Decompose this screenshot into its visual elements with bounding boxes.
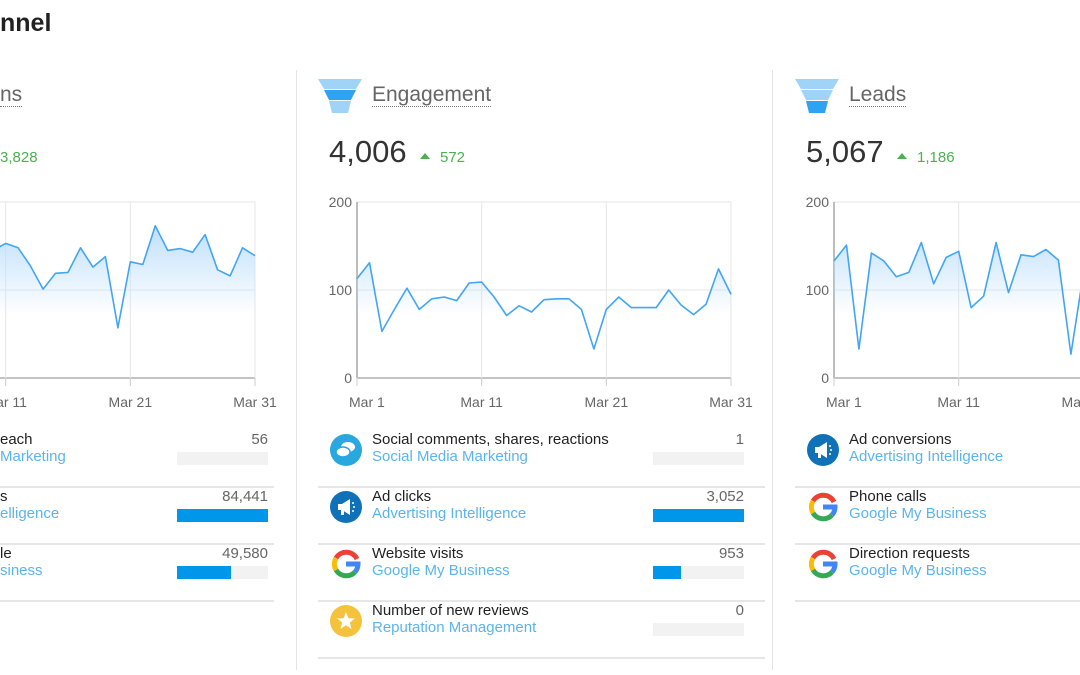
megaphone-icon: [330, 491, 362, 523]
item-label: Direction requests: [849, 545, 970, 562]
panel-engagement: Engagement 4,006 572 0 100 200 Mar 1 Mar 11 M…: [318, 0, 768, 675]
metric-delta: 3,828: [0, 149, 38, 166]
item-value: 84,441: [222, 488, 268, 505]
series-line: [0, 225, 256, 329]
item-source-link[interactable]: Advertising Intelligence: [372, 505, 527, 522]
trend-up-icon: [897, 153, 907, 159]
item-value: 49,580: [222, 545, 268, 562]
item-label: Phone calls: [849, 488, 927, 505]
item-value: 56: [251, 431, 268, 448]
list-item[interactable]: Website visits Google My Business 953: [318, 543, 765, 602]
item-label: each: [0, 431, 33, 448]
list-item[interactable]: Direction requests Google My Business: [795, 543, 1080, 602]
progress-bar: [653, 623, 744, 636]
funnel-icon: [795, 79, 839, 113]
column-divider: [772, 70, 773, 670]
item-source-link[interactable]: Google My Business: [372, 562, 510, 579]
y-tick-label: 100: [806, 282, 830, 298]
x-tick-label: Mar 11: [460, 394, 503, 410]
line-chart: 0 100 200 Mar 1 Mar 11 Mar 21 Mar 31: [329, 194, 753, 410]
series-line: [356, 261, 732, 350]
x-tick-label: Mar 21: [585, 394, 629, 410]
google-icon: [808, 492, 838, 522]
y-tick-label: 200: [329, 194, 353, 210]
item-source-link[interactable]: siness: [0, 562, 43, 579]
list-item[interactable]: Ad clicks Advertising Intelligence 3,052: [318, 486, 765, 545]
item-source-link[interactable]: Google My Business: [849, 505, 987, 522]
item-label: Social comments, shares, reactions: [372, 431, 609, 448]
metric-value: 4,006: [329, 134, 407, 169]
trend-up-icon: [420, 153, 430, 159]
list-item[interactable]: each Marketing 56: [0, 429, 274, 488]
list-item[interactable]: Social comments, shares, reactions Socia…: [318, 429, 765, 488]
column-divider: [296, 70, 297, 670]
chat-bubbles-icon: [330, 434, 362, 466]
x-tick-label: Mar 21: [109, 394, 153, 410]
x-tick-label: Mar 31: [233, 394, 277, 410]
panel-leads: Leads 5,067 1,186 0 100 200 Mar 1 Mar 11 Mar …: [795, 0, 1080, 675]
item-label: Ad conversions: [849, 431, 952, 448]
progress-bar: [177, 509, 268, 522]
item-value: 953: [718, 545, 744, 562]
x-tick-label: Mar 11: [937, 394, 980, 410]
y-tick-label: 200: [806, 194, 830, 210]
item-source-link[interactable]: Advertising Intelligence: [849, 448, 1004, 465]
progress-bar: [177, 566, 268, 579]
x-tick-label: Mar 1: [349, 394, 385, 410]
x-tick-label: Mar 1: [826, 394, 862, 410]
star-icon: [330, 605, 362, 637]
series-area: [357, 262, 731, 378]
metric-value: 5,067: [806, 134, 884, 169]
funnel-icon: [318, 79, 362, 113]
y-tick-label: 100: [329, 282, 353, 298]
item-label: s: [0, 488, 8, 505]
metric-title[interactable]: Engagement: [372, 83, 492, 107]
item-source-link[interactable]: Marketing: [0, 448, 66, 465]
progress-bar: [653, 566, 744, 579]
y-tick-label: 0: [344, 370, 352, 386]
x-tick-label: Mar 21: [1062, 394, 1080, 410]
google-icon: [808, 549, 838, 579]
item-label: le: [0, 545, 12, 562]
metric-delta: 1,186: [917, 149, 955, 166]
item-source-link[interactable]: elligence: [0, 505, 60, 522]
page-title: nnel: [0, 9, 52, 37]
series-line: [833, 241, 1080, 355]
item-source-link[interactable]: Google My Business: [849, 562, 987, 579]
item-value: 1: [735, 431, 744, 448]
item-label: Website visits: [372, 545, 464, 562]
google-icon: [331, 549, 361, 579]
list-item[interactable]: s elligence 84,441: [0, 486, 274, 545]
list-item[interactable]: Number of new reviews Reputation Managem…: [318, 600, 765, 659]
progress-bar: [653, 509, 744, 522]
item-label: Number of new reviews: [372, 602, 529, 619]
progress-bar: [177, 452, 268, 465]
list-item[interactable]: le siness 49,580: [0, 543, 274, 602]
y-tick-label: 0: [821, 370, 829, 386]
x-tick-label: Mar 11: [0, 394, 27, 410]
list-item[interactable]: Ad conversions Advertising Intelligence: [795, 429, 1080, 488]
item-source-link[interactable]: Social Media Marketing: [372, 448, 528, 465]
series-area: [0, 225, 255, 378]
metric-title[interactable]: Leads: [849, 83, 907, 107]
progress-bar: [653, 452, 744, 465]
list-item[interactable]: Phone calls Google My Business: [795, 486, 1080, 545]
item-label: Ad clicks: [372, 488, 432, 505]
x-tick-label: Mar 31: [709, 394, 753, 410]
megaphone-icon: [807, 434, 839, 466]
metric-title[interactable]: ns: [0, 83, 23, 107]
item-value: 3,052: [706, 488, 744, 505]
item-value: 0: [735, 602, 744, 619]
metric-delta: 572: [440, 149, 466, 166]
item-source-link[interactable]: Reputation Management: [372, 619, 537, 636]
